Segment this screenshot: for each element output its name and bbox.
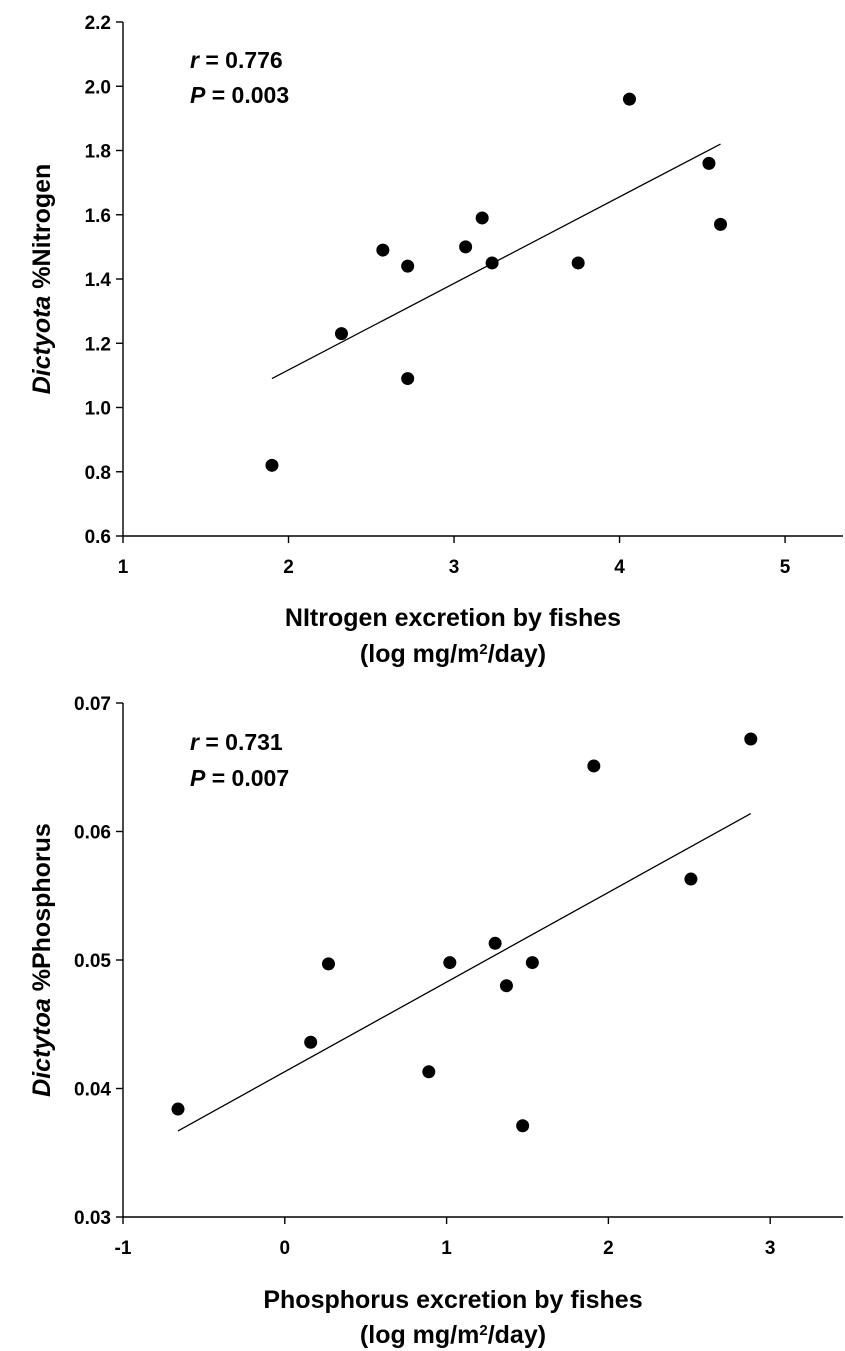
data-point xyxy=(499,979,513,993)
y-tick-label: 0.05 xyxy=(74,951,111,972)
y-axis-label: Dictytoa %Phosphorus xyxy=(28,823,56,1097)
x-tick-label: 2 xyxy=(603,1238,614,1259)
r-annotation: r = 0.731 xyxy=(190,729,283,755)
x-tick-label: -1 xyxy=(115,1238,132,1259)
x-axis-label-superscript: 2 xyxy=(479,1322,487,1339)
regression-line xyxy=(177,812,752,1132)
r-symbol: r xyxy=(190,47,200,73)
x-tick-label: 1 xyxy=(118,557,129,578)
y-axis-label-measure: %Nitrogen xyxy=(28,164,56,296)
data-point xyxy=(622,92,636,106)
y-tick-label: 0.03 xyxy=(74,1208,111,1229)
nitrogen-chart: 0.6 0.8 1.0 1.2 1.4 1.6 1.8 2.0 2.2 1 2 3 4 5 r = 0.77… xyxy=(28,13,843,668)
y-tick-label: 1.2 xyxy=(85,334,111,355)
x-tick-label: 3 xyxy=(765,1238,776,1259)
data-point xyxy=(422,1065,436,1079)
data-point xyxy=(525,956,539,970)
x-axis-label-line1: NItrogen excretion by fishes xyxy=(285,604,621,632)
data-point xyxy=(321,957,335,971)
data-point xyxy=(475,211,489,225)
x-tick-label: 3 xyxy=(449,557,460,578)
p-value: = 0.003 xyxy=(205,82,289,108)
x-axis-label-line1: Phosphorus excretion by fishes xyxy=(263,1286,642,1314)
y-axis-label-genus: Dictyota xyxy=(28,296,56,395)
p-symbol: P xyxy=(190,765,206,791)
x-axis-label-superscript: 2 xyxy=(479,641,487,658)
data-point xyxy=(459,240,473,254)
x-axis-label-unit: (log mg/m xyxy=(360,640,479,668)
x-axis-label-line2: (log mg/m2/day) xyxy=(360,640,546,668)
data-point xyxy=(443,956,457,970)
y-tick-label: 1.6 xyxy=(85,206,111,227)
data-point xyxy=(401,259,415,273)
x-axis-label-unit-suffix: /day) xyxy=(488,640,546,668)
data-point xyxy=(401,372,415,386)
r-value: = 0.776 xyxy=(199,47,283,73)
y-tick-label: 1.4 xyxy=(85,270,112,291)
x-tick-label: 1 xyxy=(441,1238,452,1259)
x-tick-label: 0 xyxy=(280,1238,291,1259)
y-tick-label: 1.8 xyxy=(85,142,111,163)
p-annotation: P = 0.003 xyxy=(190,82,289,108)
data-point xyxy=(304,1035,318,1049)
x-axis-label-line2: (log mg/m2/day) xyxy=(360,1321,546,1349)
r-symbol: r xyxy=(190,729,200,755)
y-tick-label: 0.07 xyxy=(74,694,111,715)
y-tick-label: 2.2 xyxy=(85,13,111,34)
p-annotation: P = 0.007 xyxy=(190,765,289,791)
data-point xyxy=(744,732,758,746)
y-axis-label-measure: %Phosphorus xyxy=(28,823,56,998)
x-tick-label: 4 xyxy=(614,557,625,578)
y-tick-label: 0.8 xyxy=(85,463,111,484)
data-point xyxy=(702,156,716,170)
y-tick-label: 0.04 xyxy=(74,1080,111,1101)
phosphorus-chart: 0.03 0.04 0.05 0.06 0.07 -1 0 1 2 3 r = 0.731 P = 0… xyxy=(28,694,843,1349)
data-point xyxy=(171,1102,185,1116)
y-tick-label: 0.06 xyxy=(74,823,111,844)
data-point xyxy=(587,759,601,773)
data-point xyxy=(571,256,585,270)
r-annotation: r = 0.776 xyxy=(190,47,283,73)
data-point xyxy=(684,872,698,886)
r-value: = 0.731 xyxy=(199,729,283,755)
y-axis-label-genus: Dictytoa xyxy=(28,998,56,1097)
data-point xyxy=(334,327,348,341)
data-point xyxy=(485,256,499,270)
y-axis-label: Dictyota %Nitrogen xyxy=(28,164,56,395)
y-tick-label: 0.6 xyxy=(85,527,111,548)
x-axis-label-unit: (log mg/m xyxy=(360,1321,479,1349)
p-value: = 0.007 xyxy=(205,765,289,791)
y-tick-label: 2.0 xyxy=(85,77,111,98)
x-tick-label: 5 xyxy=(780,557,791,578)
p-symbol: P xyxy=(190,82,206,108)
y-tick-label: 1.0 xyxy=(85,399,111,420)
data-point xyxy=(488,936,502,950)
data-point xyxy=(516,1119,530,1133)
data-point xyxy=(265,458,279,472)
data-point xyxy=(714,217,728,231)
x-axis-label-unit-suffix: /day) xyxy=(488,1321,546,1349)
data-point xyxy=(376,243,390,257)
x-tick-label: 2 xyxy=(283,557,294,578)
